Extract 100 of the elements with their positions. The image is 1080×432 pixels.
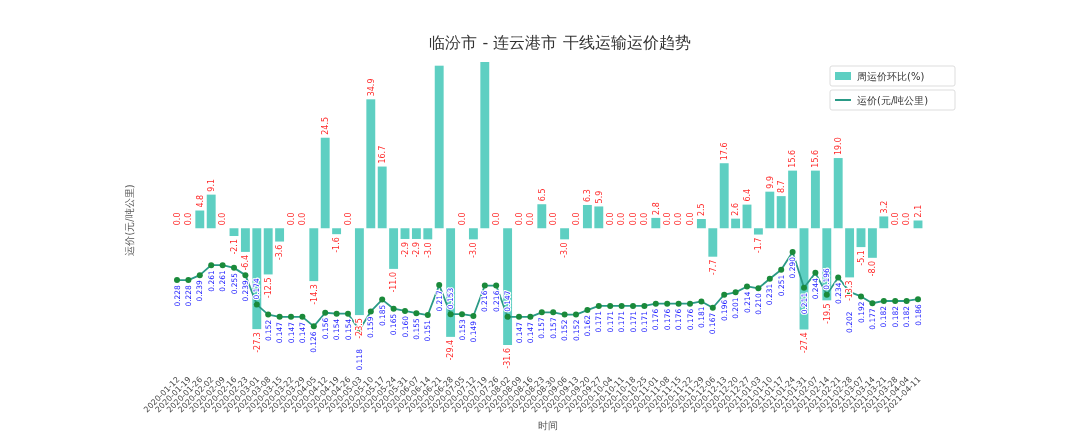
data-label: 0.0 — [286, 212, 296, 226]
bar — [366, 99, 376, 229]
data-label: 0.0 — [628, 212, 638, 226]
bar — [389, 228, 399, 269]
bar — [856, 228, 866, 248]
bar — [651, 217, 661, 229]
legend-label: 运价(元/吨公里) — [857, 95, 929, 106]
bar — [845, 228, 855, 278]
bar — [867, 228, 877, 258]
data-label: 9.9 — [765, 175, 775, 189]
data-label: 17.6 — [720, 142, 729, 161]
bar — [560, 228, 570, 240]
data-label: 9.1 — [207, 178, 216, 192]
data-label: 0.0 — [617, 212, 627, 226]
data-label: 8.7 — [777, 180, 786, 194]
bar — [708, 228, 718, 257]
data-label: 15.6 — [788, 149, 798, 168]
data-label: -11.0 — [389, 271, 399, 293]
bar — [195, 210, 205, 229]
data-label: 19.0 — [834, 137, 843, 156]
data-label: -29.4 — [446, 339, 456, 361]
data-label: 24.5 — [321, 116, 330, 135]
data-label: 0.0 — [514, 212, 524, 226]
y-axis-title: 运价(元/吨公里) — [124, 184, 135, 256]
data-label: -8.0 — [868, 260, 878, 277]
bar — [206, 194, 216, 229]
bar — [582, 204, 592, 229]
data-label: 5.9 — [594, 190, 604, 204]
data-label: -5.1 — [856, 250, 866, 266]
legend-entry: 周运价环比(%) — [829, 65, 956, 87]
data-label: 0.0 — [571, 212, 581, 226]
bar — [833, 158, 843, 229]
chart-title: 临汾市 - 连云港市 干线运输运价趋势 — [429, 33, 691, 52]
data-label: 0.0 — [343, 212, 353, 226]
data-label: 0.0 — [640, 212, 650, 226]
bar — [320, 137, 330, 229]
bar — [263, 228, 273, 275]
data-label: -2.9 — [412, 241, 422, 258]
bar — [810, 170, 820, 229]
data-label: 0.0 — [298, 212, 308, 226]
data-label: -3.0 — [423, 242, 433, 258]
data-label: 3.2 — [879, 200, 889, 214]
data-label: 0.0 — [526, 212, 536, 226]
bar — [537, 204, 547, 229]
bar — [309, 228, 319, 282]
bar — [719, 163, 729, 229]
data-label: 16.7 — [378, 145, 387, 164]
data-label: 15.6 — [811, 149, 821, 168]
data-label: -1.7 — [754, 237, 764, 254]
data-label: -23.5 — [355, 318, 365, 339]
bar — [765, 191, 775, 229]
data-label: -13.3 — [845, 280, 855, 302]
data-label: -12.5 — [264, 277, 273, 299]
bar — [332, 228, 342, 235]
bar — [480, 62, 490, 229]
data-label: -27.4 — [799, 332, 809, 354]
data-label: 2.8 — [651, 202, 661, 215]
data-label: -7.7 — [708, 259, 718, 276]
data-label: -31.6 — [503, 348, 513, 369]
data-label: -3.0 — [469, 242, 479, 258]
bar — [423, 228, 433, 240]
data-label: -2.1 — [229, 239, 239, 255]
data-label: 0.0 — [663, 212, 672, 226]
data-label: 2.5 — [697, 203, 707, 217]
data-label: -3.0 — [560, 242, 570, 258]
bar — [411, 228, 421, 239]
legend-entry: 运价(元/吨公里) — [829, 89, 956, 111]
data-label: 0.0 — [685, 212, 695, 226]
data-label: -2.9 — [400, 241, 410, 258]
bar — [377, 166, 387, 229]
bar — [275, 228, 285, 242]
data-label: -27.3 — [252, 332, 262, 353]
data-label: 0.0 — [492, 212, 501, 226]
data-label: 4.8 — [195, 194, 205, 208]
data-label: 0.0 — [606, 212, 615, 226]
data-label: 34.9 — [366, 78, 376, 97]
data-label: 0.0 — [457, 212, 467, 226]
bar — [229, 228, 239, 237]
bar — [879, 216, 889, 229]
data-label: 0.0 — [891, 212, 900, 226]
data-label: -14.3 — [309, 284, 319, 305]
bar — [354, 228, 364, 316]
data-label: 0.0 — [549, 212, 558, 226]
bar — [731, 218, 741, 229]
bar — [753, 228, 763, 235]
data-label: -19.5 — [822, 303, 832, 324]
data-label: 0.0 — [172, 212, 182, 226]
bar — [696, 219, 706, 229]
data-label: 0.0 — [674, 212, 684, 226]
data-label: -1.6 — [332, 237, 342, 253]
data-label: 6.3 — [583, 189, 593, 202]
data-label: 0.0 — [184, 212, 194, 226]
data-label: 0.0 — [902, 212, 912, 226]
bar — [594, 206, 604, 229]
data-label: 6.4 — [742, 188, 752, 202]
data-label: -6.4 — [241, 254, 251, 271]
bar — [240, 228, 250, 252]
bar — [468, 228, 478, 240]
bar — [434, 65, 444, 229]
data-label: 2.6 — [731, 202, 741, 216]
